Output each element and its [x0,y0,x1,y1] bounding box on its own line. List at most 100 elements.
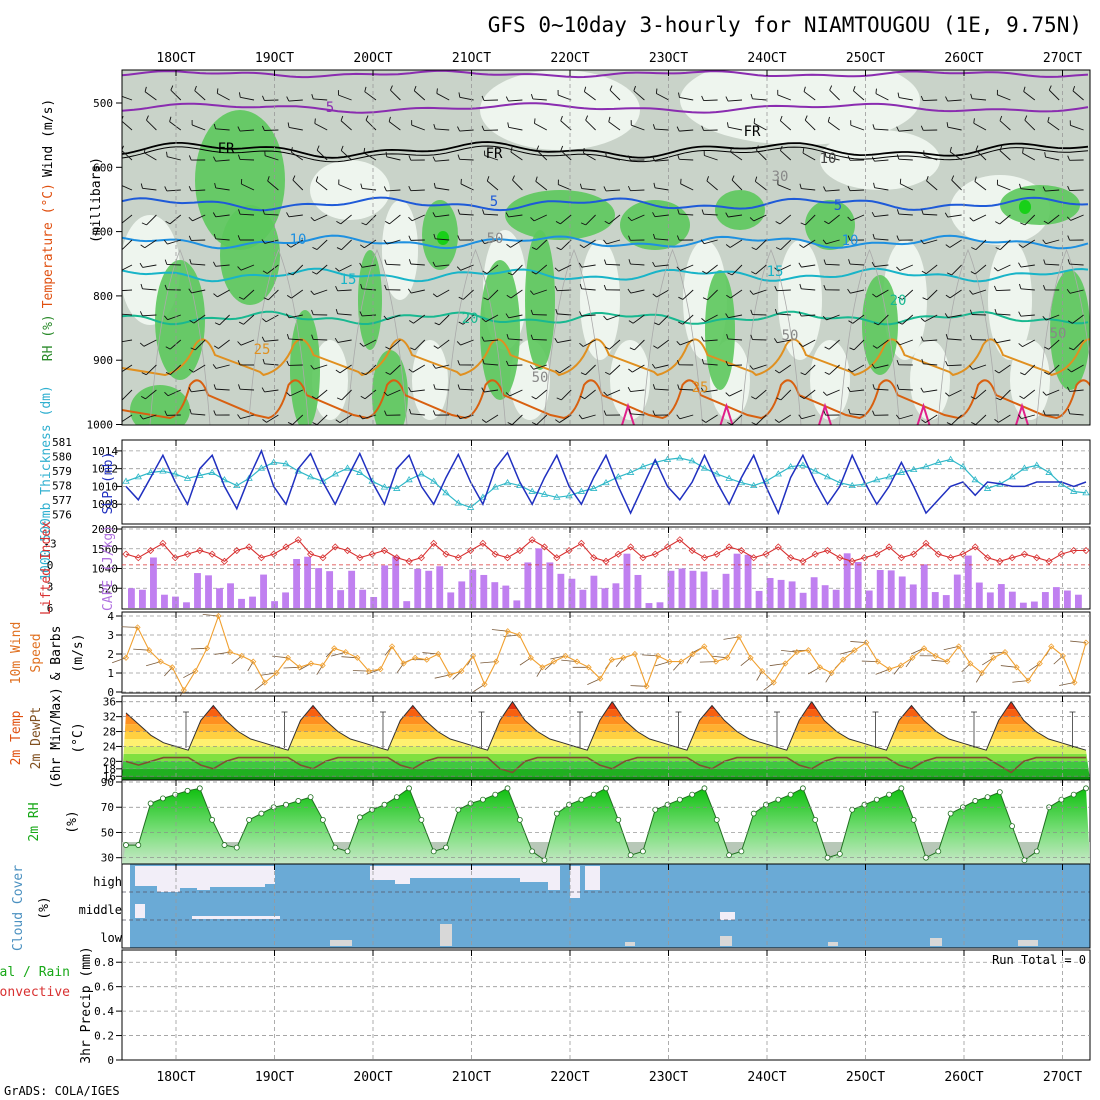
wind-barb-feather [360,183,363,189]
thickness-point [749,481,758,489]
wind-barb [558,184,572,191]
wind-barb [338,94,352,101]
wind-barb-feather [531,396,537,400]
rh-dry-patch [310,160,390,220]
wind-barb-feather [605,151,607,157]
thickness-point [282,460,290,467]
wind-barb [142,264,157,268]
wind-barb [875,93,889,101]
rh2m-point [627,852,634,859]
rh-wet-patch [372,350,408,425]
precip-ticks: 00.20.40.60.8 [94,956,122,1067]
cape-bar [975,582,983,608]
wind10m-point [793,649,800,656]
cape-bar [172,596,179,608]
wind-barb-feather [261,336,265,342]
wind-barb [828,364,840,375]
wind-barb-feather [751,247,757,251]
li-point [491,550,499,558]
wind-barb [167,239,181,245]
cape-bar [194,573,201,608]
contour-label: 50 [1050,326,1067,342]
wind-barb [459,388,474,391]
rh2m-area [122,788,1090,864]
wind-barb [243,289,255,300]
wind-barb [533,364,547,370]
slp-tick-label: 1014 [92,445,119,458]
wind-barb [923,213,938,216]
cape-ylabel: CAPE (J/kg) [101,525,116,611]
rh-wet-patch [480,260,520,400]
wind-barb-feather [165,371,171,375]
wind-barb-feather [213,384,217,390]
wind-barb [289,389,303,397]
cloud-clear-low [828,942,838,946]
rh2m-point [812,816,819,823]
wind-barb [239,158,255,161]
wind-barb [510,289,523,299]
li-point [627,543,635,551]
rh2m-point [418,816,425,823]
cape-bar [260,574,267,608]
wind-barb [581,188,596,191]
wind-barb-feather [1067,235,1071,241]
wind-barb-feather [926,176,929,182]
dewpt2m-line [125,756,1086,774]
wind-barb [536,414,548,425]
wind-barb [142,187,157,191]
wind10m-point [932,652,939,659]
thickness-point [233,481,241,489]
wind-barb [316,414,328,425]
wind-barb [850,214,865,221]
wind-barb-feather [262,419,267,423]
wind-barb [459,158,474,161]
surface-wind-barb [943,646,959,651]
wind-barb-feather [823,284,827,290]
li-point [257,554,265,562]
wind-barb [508,314,523,319]
wind-barb [316,264,328,275]
li-point [270,550,278,558]
wind-barb [144,152,157,161]
wind-barb-feather [701,125,705,131]
wind-barb [730,151,743,161]
wind-barb-feather [946,422,952,425]
wind-barb-feather [702,270,707,275]
wind-barb-feather [385,346,391,350]
wind-barb-feather [530,217,535,222]
wind-barb [288,99,303,102]
wind-barb [313,289,328,296]
wind-barb-feather [432,293,438,298]
wind-barb [630,289,645,294]
wind-barb [583,239,596,249]
cape-bar [722,573,730,608]
isotherm-15 [122,267,1089,283]
cape-bar [1074,594,1082,608]
wind-barb-feather [188,217,193,222]
wind-barb [802,152,816,161]
wind10m-point [608,656,615,663]
rh-wet-patch [358,250,382,350]
thickness-tick-label: 577 [52,494,72,507]
wind-barb-feather [872,233,875,239]
wind-barb-feather [678,321,683,325]
cape-bar [436,566,444,608]
wind-barb-feather [847,288,851,294]
cloud-clear-middle [135,904,145,918]
wind-barb [557,289,572,292]
wind-barb [776,313,791,316]
wind-barb-feather [384,259,387,265]
wind-barb-feather [873,182,876,188]
rh2m-point [480,796,486,803]
wind-barb [215,238,230,241]
wind-barb [215,214,230,218]
slp-tick-label: 1008 [92,498,119,511]
li-point [860,554,869,562]
thickness-point [528,487,536,494]
rh2m-point [135,842,142,848]
rh2m-point [295,798,302,804]
wind-barb-feather [364,86,367,92]
